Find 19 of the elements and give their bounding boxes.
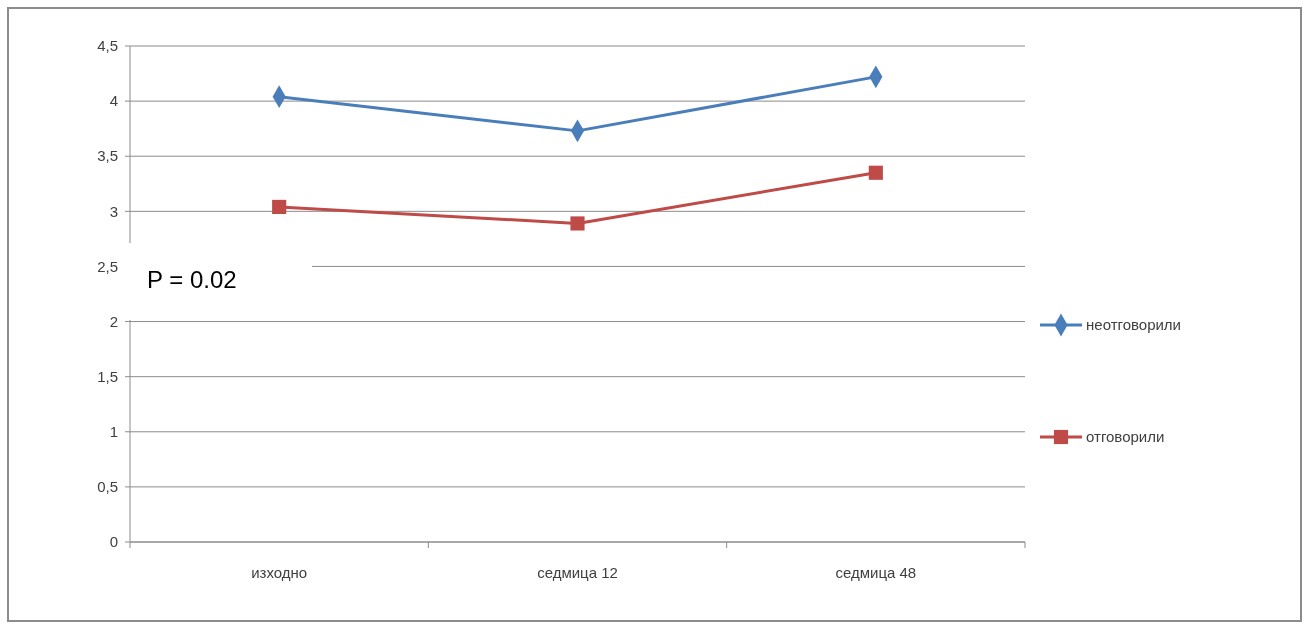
point <box>868 165 883 180</box>
x-tick-label: седмица 48 <box>835 564 917 581</box>
point <box>272 199 287 214</box>
y-tick-label: 3,5 <box>97 147 118 165</box>
y-tick-label: 1,5 <box>97 367 118 385</box>
x-tick-label: изходно <box>251 564 308 581</box>
x-tick-label: седмица 12 <box>537 564 618 581</box>
y-tick-label: 2 <box>109 312 118 330</box>
y-tick-label: 0,5 <box>97 478 118 496</box>
annotation: P = 0.02 <box>147 266 237 293</box>
legend-label: неотговорили <box>1086 316 1181 334</box>
y-tick-label: 4,5 <box>97 37 118 55</box>
y-tick-label: 0 <box>109 533 118 551</box>
y-tick-label: 3 <box>109 202 118 220</box>
y-tick-label: 1 <box>109 423 118 441</box>
point <box>570 216 585 231</box>
y-tick-label: 2,5 <box>97 257 118 275</box>
y-tick-label: 4 <box>109 92 118 110</box>
legend-label: отговорили <box>1086 428 1165 446</box>
